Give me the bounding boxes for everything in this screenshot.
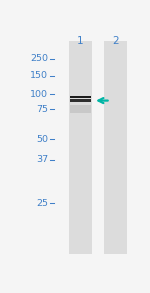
Text: 100: 100	[30, 90, 48, 99]
Text: 25: 25	[36, 199, 48, 208]
Text: 250: 250	[30, 54, 48, 63]
Bar	[70, 99, 91, 102]
Text: 1: 1	[77, 36, 84, 46]
Text: 50: 50	[36, 135, 48, 144]
Bar	[70, 96, 91, 98]
Bar	[70, 105, 91, 113]
Text: 75: 75	[36, 105, 48, 114]
Bar	[69, 41, 92, 254]
Text: 150: 150	[30, 71, 48, 80]
Text: 2: 2	[112, 36, 119, 46]
Bar	[105, 41, 127, 254]
Text: 37: 37	[36, 155, 48, 164]
